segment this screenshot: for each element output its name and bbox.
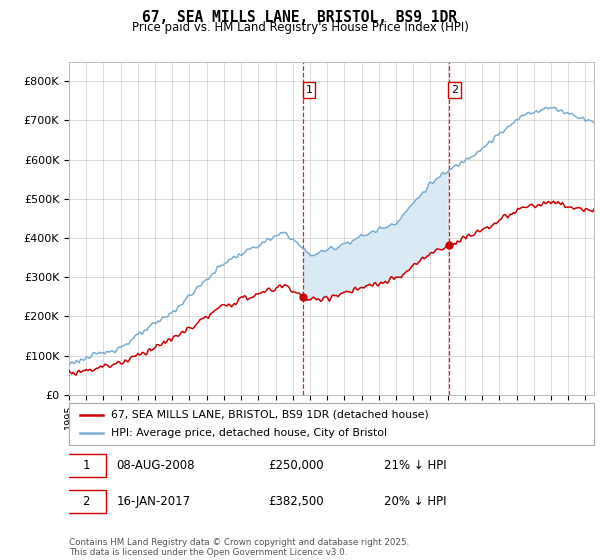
Text: £382,500: £382,500: [269, 494, 324, 508]
Text: Contains HM Land Registry data © Crown copyright and database right 2025.
This d: Contains HM Land Registry data © Crown c…: [69, 538, 409, 557]
Text: 2: 2: [451, 85, 458, 95]
Text: 2: 2: [82, 494, 90, 508]
FancyBboxPatch shape: [67, 490, 106, 512]
Text: 16-JAN-2017: 16-JAN-2017: [116, 494, 190, 508]
Text: 67, SEA MILLS LANE, BRISTOL, BS9 1DR (detached house): 67, SEA MILLS LANE, BRISTOL, BS9 1DR (de…: [111, 409, 429, 419]
Text: HPI: Average price, detached house, City of Bristol: HPI: Average price, detached house, City…: [111, 428, 387, 438]
Text: 21% ↓ HPI: 21% ↓ HPI: [384, 459, 446, 472]
Text: 08-AUG-2008: 08-AUG-2008: [116, 459, 195, 472]
Text: £250,000: £250,000: [269, 459, 324, 472]
Text: 1: 1: [305, 85, 313, 95]
Text: 20% ↓ HPI: 20% ↓ HPI: [384, 494, 446, 508]
FancyBboxPatch shape: [67, 454, 106, 477]
Text: 67, SEA MILLS LANE, BRISTOL, BS9 1DR: 67, SEA MILLS LANE, BRISTOL, BS9 1DR: [143, 10, 458, 25]
Text: 1: 1: [82, 459, 90, 472]
Text: Price paid vs. HM Land Registry's House Price Index (HPI): Price paid vs. HM Land Registry's House …: [131, 21, 469, 34]
